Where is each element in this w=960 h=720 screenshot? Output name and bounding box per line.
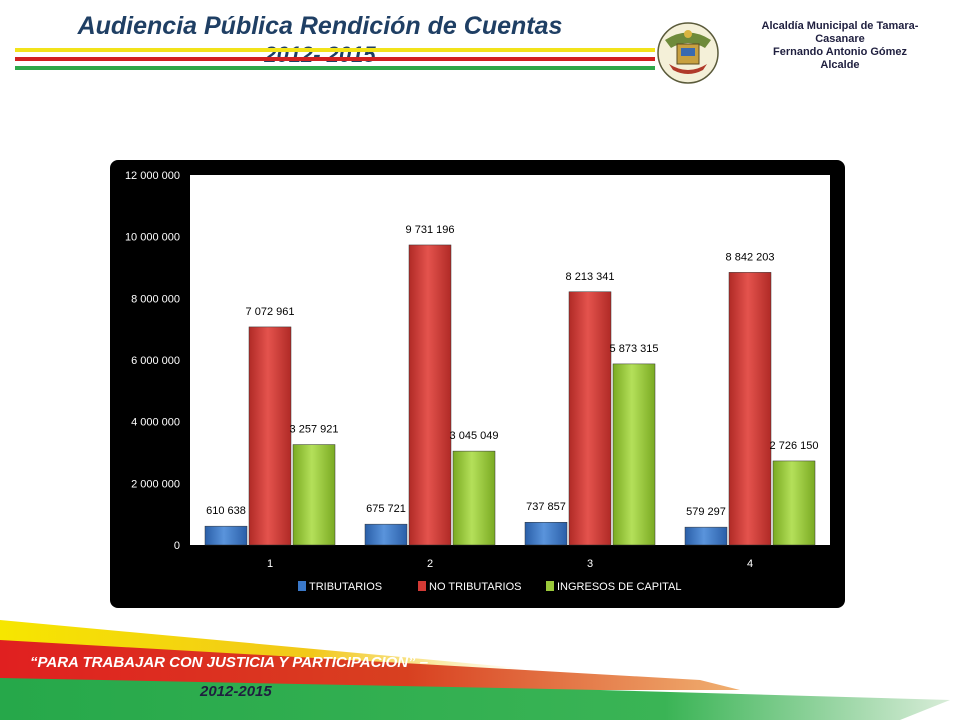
y-tick-label: 6 000 000 bbox=[131, 355, 180, 367]
stripe-red bbox=[15, 57, 655, 61]
municipal-seal-icon bbox=[657, 22, 719, 84]
bar-no-tributarios-1 bbox=[248, 326, 292, 546]
bar-no-tributarios-2 bbox=[408, 244, 452, 546]
x-tick-label: 4 bbox=[747, 558, 753, 570]
footer-decoration bbox=[0, 620, 950, 720]
footer-slogan: “PARA TRABAJAR CON JUSTICIA Y PARTICIPAC… bbox=[30, 654, 429, 671]
data-label: 610 638 bbox=[206, 505, 246, 517]
bar-tributarios-2 bbox=[364, 523, 408, 546]
y-tick-label: 12 000 000 bbox=[125, 170, 180, 182]
x-tick-label: 2 bbox=[427, 558, 433, 570]
municipality-info: Alcaldía Municipal de Tamara- Casanare F… bbox=[735, 20, 945, 72]
data-label: 5 873 315 bbox=[610, 343, 659, 355]
bar-tributarios-4 bbox=[684, 526, 728, 546]
bar-chart: 0 2 000 000 4 000 000 6 000 000 8 000 000 10 … bbox=[125, 170, 830, 593]
x-tick-label: 1 bbox=[267, 558, 273, 570]
legend-label: INGRESOS DE CAPITAL bbox=[557, 581, 682, 593]
legend-swatch bbox=[418, 581, 426, 591]
y-tick-label: 2 000 000 bbox=[131, 478, 180, 490]
mayor-title: Alcalde bbox=[820, 59, 860, 71]
bar-tributarios-3 bbox=[524, 521, 568, 546]
bar-no-tributarios-4 bbox=[728, 272, 772, 546]
mayor-name: Fernando Antonio Gómez bbox=[772, 46, 908, 58]
bar-ingresos-de-capital-1 bbox=[292, 444, 336, 546]
legend-label: TRIBUTARIOS bbox=[309, 581, 382, 593]
data-label: 737 857 bbox=[526, 501, 566, 513]
x-tick-label: 3 bbox=[587, 558, 593, 570]
legend: TRIBUTARIOS NO TRIBUTARIOS INGRESOS DE CAP… bbox=[298, 581, 682, 593]
y-tick-label: 10 000 000 bbox=[125, 232, 180, 244]
data-label: 9 731 196 bbox=[406, 224, 455, 236]
bar-no-tributarios-3 bbox=[568, 291, 612, 546]
data-label: 2 726 150 bbox=[770, 440, 819, 452]
data-label: 8 213 341 bbox=[566, 271, 615, 283]
legend-label: NO TRIBUTARIOS bbox=[429, 581, 522, 593]
bar-ingresos-de-capital-4 bbox=[772, 460, 816, 546]
page-title: Audiencia Pública Rendición de Cuentas bbox=[77, 12, 563, 40]
chart-panel: 0 2 000 000 4 000 000 6 000 000 8 000 000 10 … bbox=[110, 160, 845, 608]
page-subtitle-years: 2012- 2015 bbox=[264, 42, 376, 67]
footer-years: 2012-2015 bbox=[200, 683, 272, 700]
data-label: 675 721 bbox=[366, 503, 406, 515]
data-label: 7 072 961 bbox=[246, 306, 295, 318]
y-tick-label: 8 000 000 bbox=[131, 293, 180, 305]
y-axis: 0 2 000 000 4 000 000 6 000 000 8 000 000 10 … bbox=[125, 170, 180, 552]
bar-ingresos-de-capital-2 bbox=[452, 450, 496, 546]
legend-swatch bbox=[298, 581, 306, 591]
data-label: 8 842 203 bbox=[726, 251, 775, 263]
stripe-yellow bbox=[15, 48, 655, 52]
header-stripes bbox=[15, 48, 655, 70]
legend-swatch bbox=[546, 581, 554, 591]
x-axis: 1 2 3 4 bbox=[267, 558, 753, 570]
data-label: 3 257 921 bbox=[290, 424, 339, 436]
bar-ingresos-de-capital-3 bbox=[612, 363, 656, 546]
municipality-line1: Alcaldía Municipal de Tamara- bbox=[761, 20, 919, 32]
bars: 610 638 7 072 961 3 257 921 675 721 9 731 19… bbox=[204, 224, 819, 546]
data-label: 3 045 049 bbox=[450, 430, 499, 442]
y-tick-label: 0 bbox=[174, 540, 180, 552]
bar-tributarios-1 bbox=[204, 525, 248, 546]
stripe-green bbox=[15, 66, 655, 70]
data-label: 579 297 bbox=[686, 506, 726, 518]
y-tick-label: 4 000 000 bbox=[131, 417, 180, 429]
municipality-line2: Casanare bbox=[815, 33, 865, 45]
